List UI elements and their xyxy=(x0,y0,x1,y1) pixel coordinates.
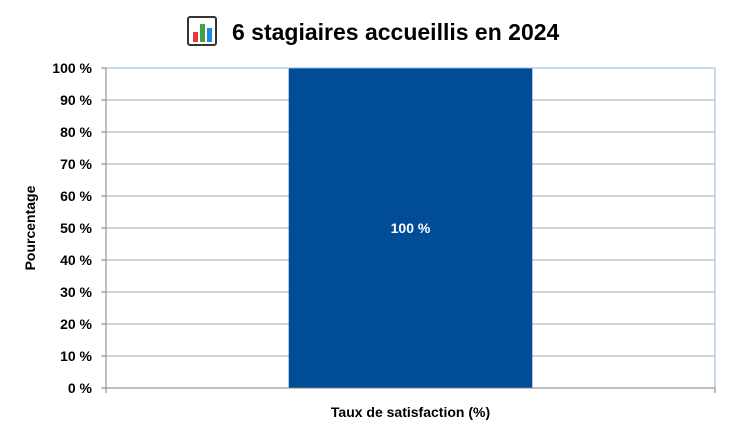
bar xyxy=(288,68,533,388)
data-labels: 100 % xyxy=(391,220,431,236)
y-tick-label: 30 % xyxy=(60,284,92,300)
axes xyxy=(101,67,716,393)
x-category-label: Taux de satisfaction (%) xyxy=(331,404,490,420)
data-label: 100 % xyxy=(391,220,431,236)
x-category-labels: Taux de satisfaction (%) xyxy=(331,404,490,420)
y-tick-label: 40 % xyxy=(60,252,92,268)
y-tick-label: 10 % xyxy=(60,348,92,364)
bars xyxy=(288,68,533,388)
y-tick-label: 80 % xyxy=(60,124,92,140)
y-tick-label: 20 % xyxy=(60,316,92,332)
y-tick-label: 0 % xyxy=(68,380,93,396)
y-tick-labels: 0 % 10 % 20 % 30 % 40 % 50 % 60 % 70 % 80 % 90 % 1… xyxy=(52,60,92,396)
bar-chart-icon xyxy=(187,16,217,46)
y-tick-label: 50 % xyxy=(60,220,92,236)
y-tick-label: 60 % xyxy=(60,188,92,204)
y-axis-label: Pourcentage xyxy=(22,185,38,270)
y-tick-label: 100 % xyxy=(52,60,92,76)
y-tick-label: 90 % xyxy=(60,92,92,108)
y-tick-label: 70 % xyxy=(60,156,92,172)
chart-title: 6 stagiaires accueillis en 2024 xyxy=(232,19,560,45)
